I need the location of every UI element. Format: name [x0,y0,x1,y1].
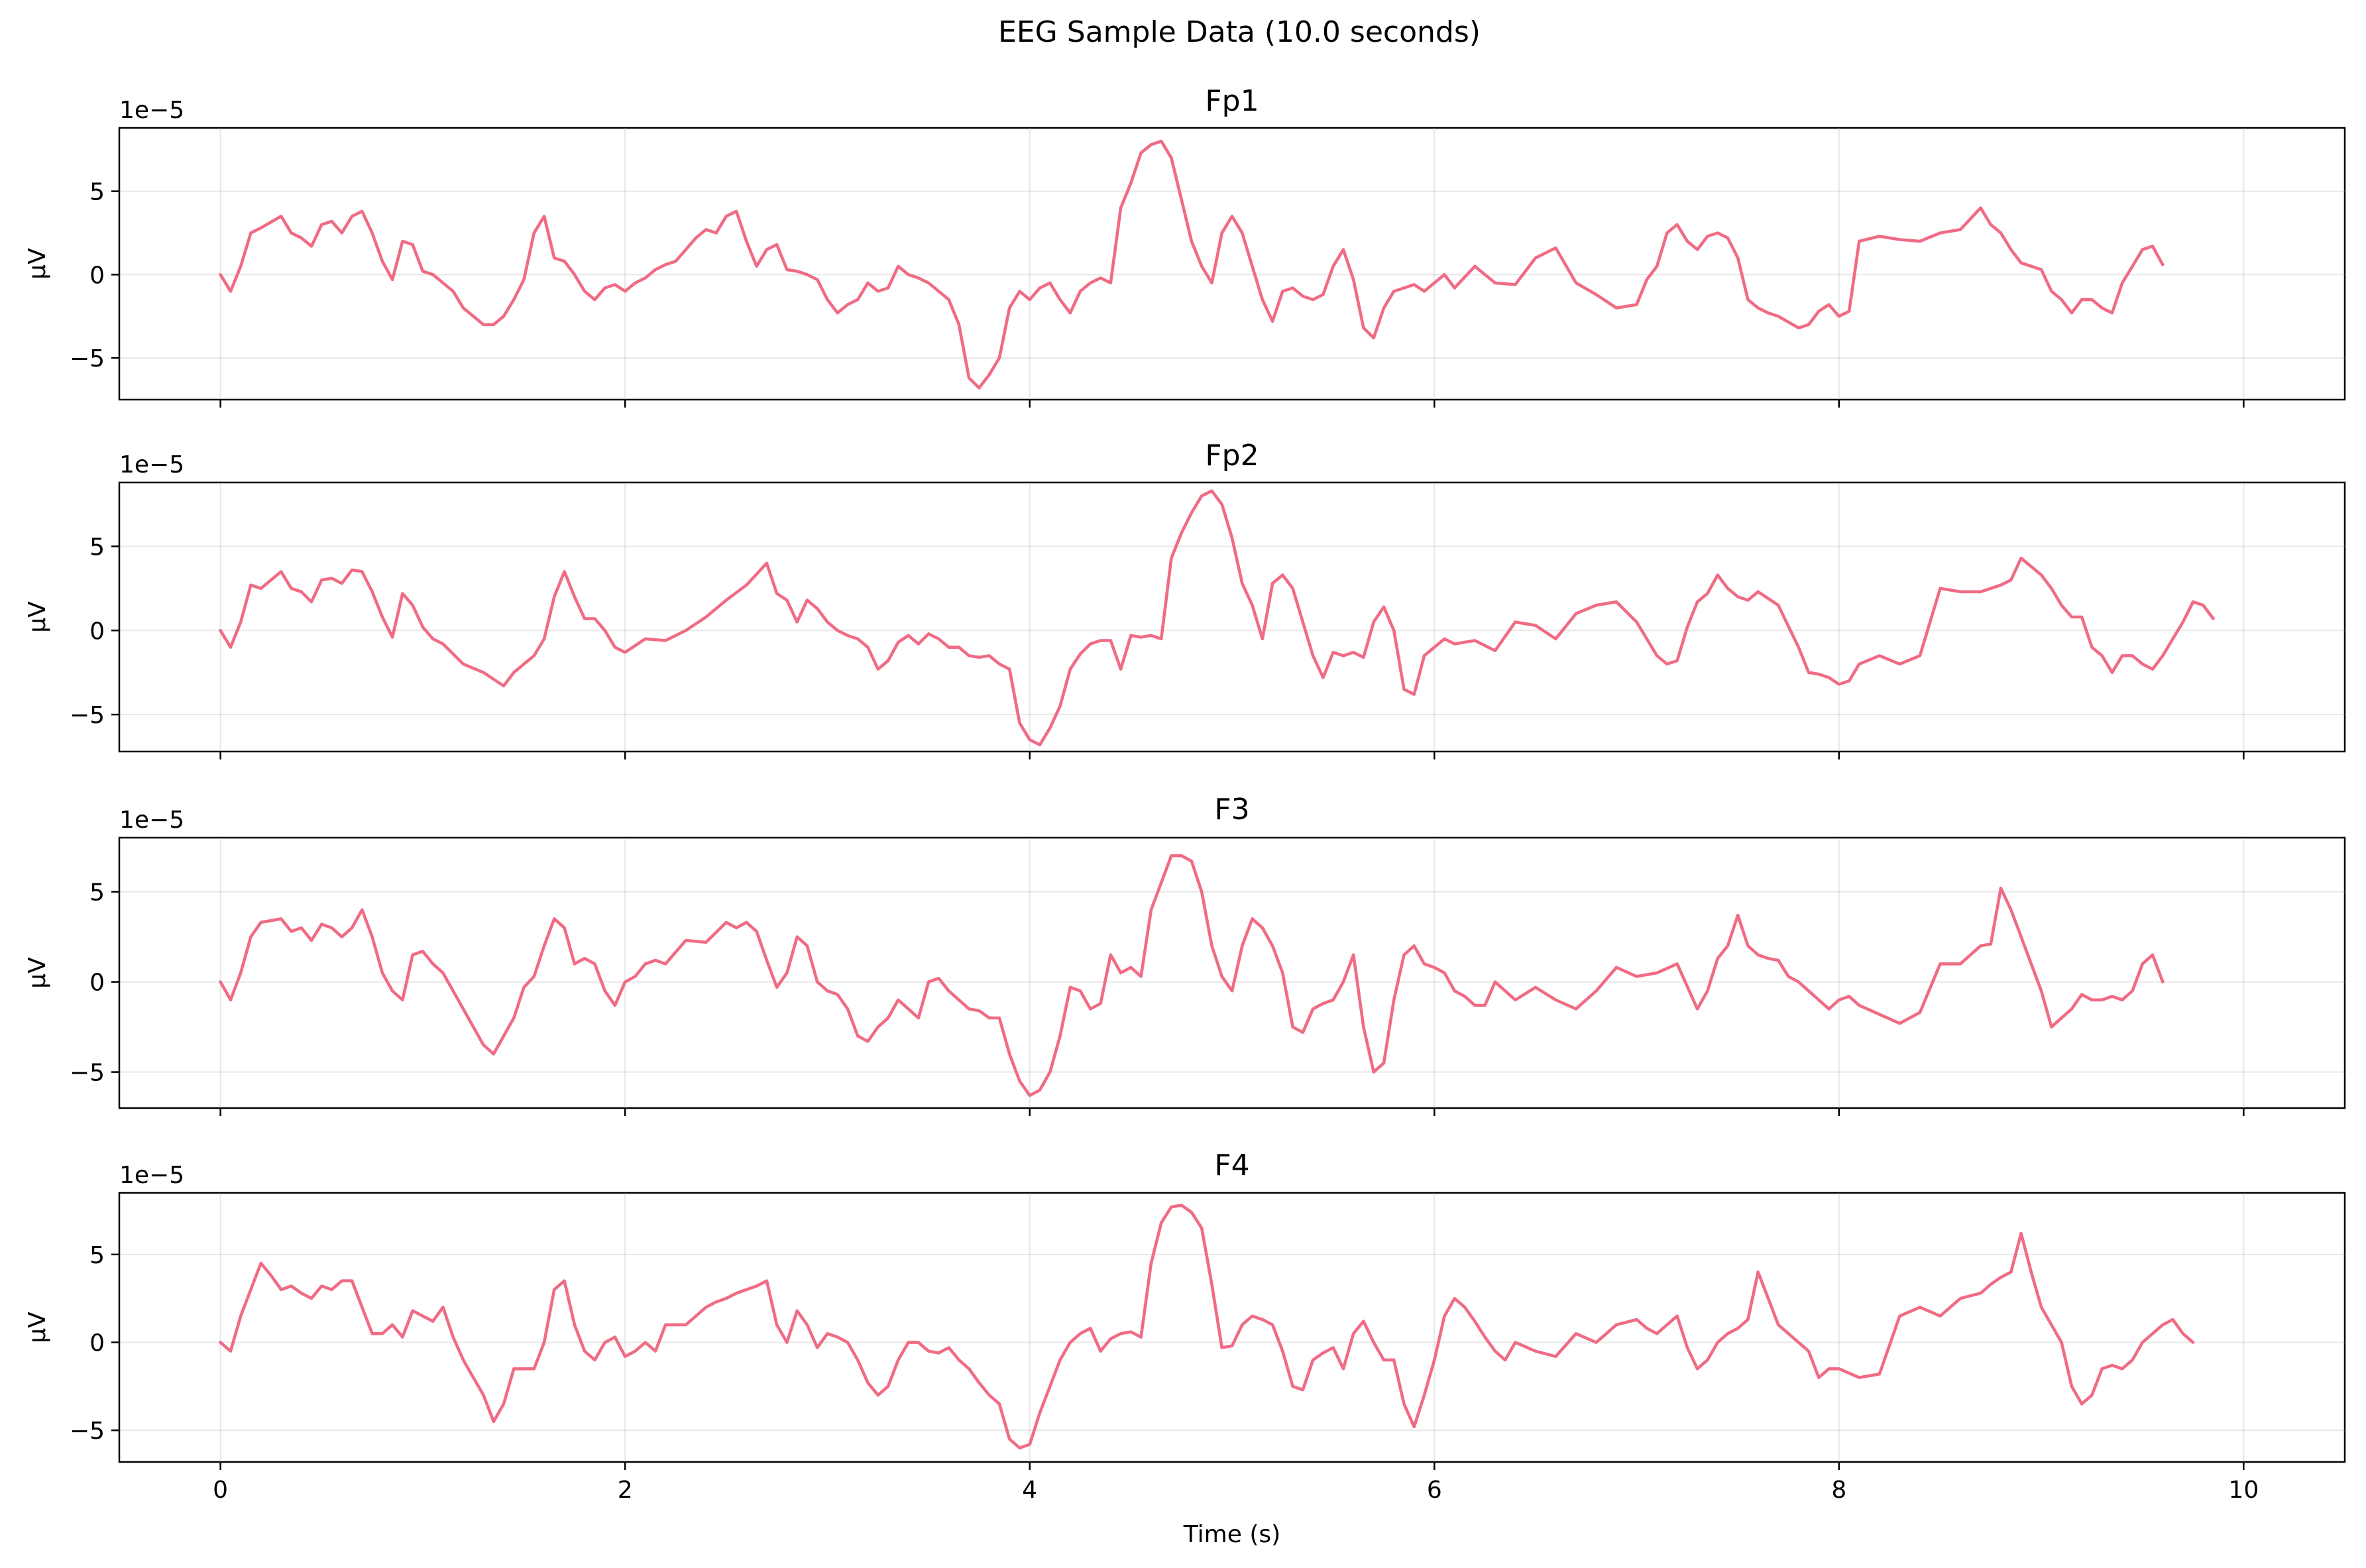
panel-frame [118,1192,2346,1463]
panel-f4: F4 1e−5 μV −5 0 5 [24,1148,2346,1470]
x-axis-label: Time (s) [1183,1521,1280,1548]
x-tick-label: 4 [1022,1477,1037,1504]
panel-f3: F3 1e−5 μV −5 0 5 [24,793,2346,1116]
eeg-trace-f4 [219,1204,2195,1450]
grid-layer [119,1193,2345,1462]
panel-fp2: Fp2 1e−5 μV −5 0 5 [24,439,2346,759]
eeg-trace-fp1 [219,139,2165,390]
y-tick-label: 5 [89,533,105,561]
panel-title: Fp1 [1205,84,1259,118]
grid-layer [119,838,2345,1108]
y-tick-label: −5 [70,345,105,372]
y-tick-label: 5 [89,1242,105,1269]
y-ticks: −5 0 5 [70,1242,119,1445]
eeg-trace-fp2 [219,489,2215,747]
x-ticks [219,752,2245,759]
panel-fp1: Fp1 1e−5 μV −5 0 5 [24,84,2346,408]
y-tick-label: 0 [89,970,105,997]
y-ticks: −5 0 5 [70,879,119,1087]
y-axis-label: μV [24,957,51,989]
y-ticks: −5 0 5 [70,179,119,372]
y-axis-label: μV [24,1312,51,1343]
y-tick-label: 0 [89,262,105,289]
y-offset-label: 1e−5 [119,807,184,834]
panel-frame [118,481,2346,753]
panel-frame [118,127,2346,401]
y-axis-label: μV [24,248,51,280]
x-ticks [219,400,2245,408]
x-tick-label: 8 [1831,1477,1846,1504]
y-tick-label: 0 [89,618,105,645]
figure-title: EEG Sample Data (10.0 seconds) [998,15,1481,49]
eeg-trace-f3 [219,854,2165,1097]
x-ticks [219,1108,2245,1116]
y-tick-label: −5 [70,702,105,729]
panel-title: Fp2 [1205,439,1259,473]
y-tick-label: 5 [89,179,105,206]
x-tick-labels: 0 2 4 6 8 10 [213,1477,2259,1504]
x-ticks [219,1462,2245,1470]
y-axis-label: μV [24,601,51,633]
grid-layer [119,128,2345,400]
y-offset-label: 1e−5 [119,1162,184,1189]
x-tick-label: 6 [1427,1477,1442,1504]
y-tick-label: 5 [89,879,105,907]
panel-frame [118,836,2346,1109]
y-tick-label: −5 [70,1418,105,1445]
grid-layer [119,482,2345,752]
x-tick-label: 0 [213,1477,228,1504]
y-offset-label: 1e−5 [119,451,184,478]
panel-title: F3 [1214,793,1249,826]
panel-title: F4 [1214,1148,1249,1182]
y-tick-label: −5 [70,1060,105,1087]
y-offset-label: 1e−5 [119,97,184,124]
y-tick-label: 0 [89,1330,105,1357]
x-tick-label: 10 [2228,1477,2259,1504]
x-tick-label: 2 [618,1477,633,1504]
y-ticks: −5 0 5 [70,533,119,729]
